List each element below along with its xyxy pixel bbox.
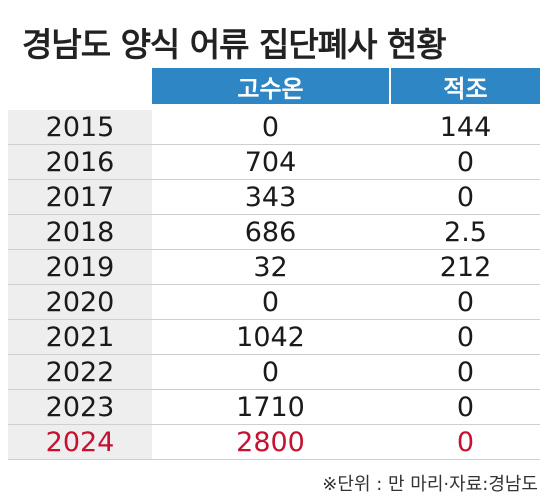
year-cell: 2021 (8, 320, 152, 354)
table-body: 2015 0 144 2016 704 0 2017 343 0 2018 686 2.5 2019 32… (8, 110, 540, 460)
year-cell: 2018 (8, 215, 152, 249)
column-header-red-tide: 적조 (391, 68, 540, 104)
red-tide-value: 212 (439, 251, 492, 283)
column-divider (389, 180, 391, 214)
column-divider (389, 250, 391, 284)
table-row: 2023 1710 0 (8, 390, 540, 425)
red-tide-value: 0 (456, 321, 475, 353)
table-row: 2016 704 0 (8, 145, 540, 180)
column-divider (389, 285, 391, 319)
year-cell: 2023 (8, 390, 152, 424)
red-tide-value: 0 (456, 356, 475, 388)
red-tide-value: 0 (456, 286, 475, 318)
red-tide-value: 0 (456, 391, 475, 423)
table-header: 고수온 적조 (8, 68, 540, 104)
high-temperature-value: 32 (253, 251, 288, 283)
column-divider (389, 145, 391, 179)
high-temperature-value: 2800 (236, 426, 305, 458)
high-temperature-value: 686 (244, 216, 297, 248)
year-cell: 2017 (8, 180, 152, 214)
column-header-high-temperature: 고수온 (152, 68, 389, 104)
red-tide-value: 0 (456, 426, 475, 458)
red-tide-value: 0 (456, 146, 475, 178)
chart-title: 경남도 양식 어류 집단폐사 현황 (22, 25, 447, 64)
table-row: 2019 32 212 (8, 250, 540, 285)
red-tide-value: 0 (456, 181, 475, 213)
red-tide-value: 2.5 (444, 216, 487, 248)
high-temperature-value: 343 (244, 181, 297, 213)
table-row: 2015 0 144 (8, 110, 540, 145)
year-cell: 2020 (8, 285, 152, 319)
table-row: 2017 343 0 (8, 180, 540, 215)
column-divider (389, 215, 391, 249)
footnote: ※단위 : 만 마리·자료:경남도 (322, 474, 538, 495)
column-divider (389, 425, 391, 459)
column-divider (389, 320, 391, 354)
table-row: 2022 0 0 (8, 355, 540, 390)
year-cell: 2019 (8, 250, 152, 284)
red-tide-value: 144 (439, 111, 492, 143)
table-row: 2021 1042 0 (8, 320, 540, 355)
year-cell: 2022 (8, 355, 152, 389)
column-divider (389, 355, 391, 389)
table-row: 2024 2800 0 (8, 425, 540, 460)
table-row: 2020 0 0 (8, 285, 540, 320)
table-row: 2018 686 2.5 (8, 215, 540, 250)
year-cell: 2024 (8, 425, 152, 459)
high-temperature-value: 0 (261, 356, 280, 388)
column-divider (389, 110, 391, 144)
year-cell: 2015 (8, 110, 152, 144)
high-temperature-value: 1710 (236, 391, 305, 423)
high-temperature-value: 704 (244, 146, 297, 178)
data-table: 고수온 적조 2015 0 144 2016 704 0 2017 343 0 2018 686 2.… (8, 68, 540, 460)
high-temperature-value: 1042 (236, 321, 305, 353)
year-cell: 2016 (8, 145, 152, 179)
high-temperature-value: 0 (261, 286, 280, 318)
high-temperature-value: 0 (261, 111, 280, 143)
column-divider (389, 390, 391, 424)
